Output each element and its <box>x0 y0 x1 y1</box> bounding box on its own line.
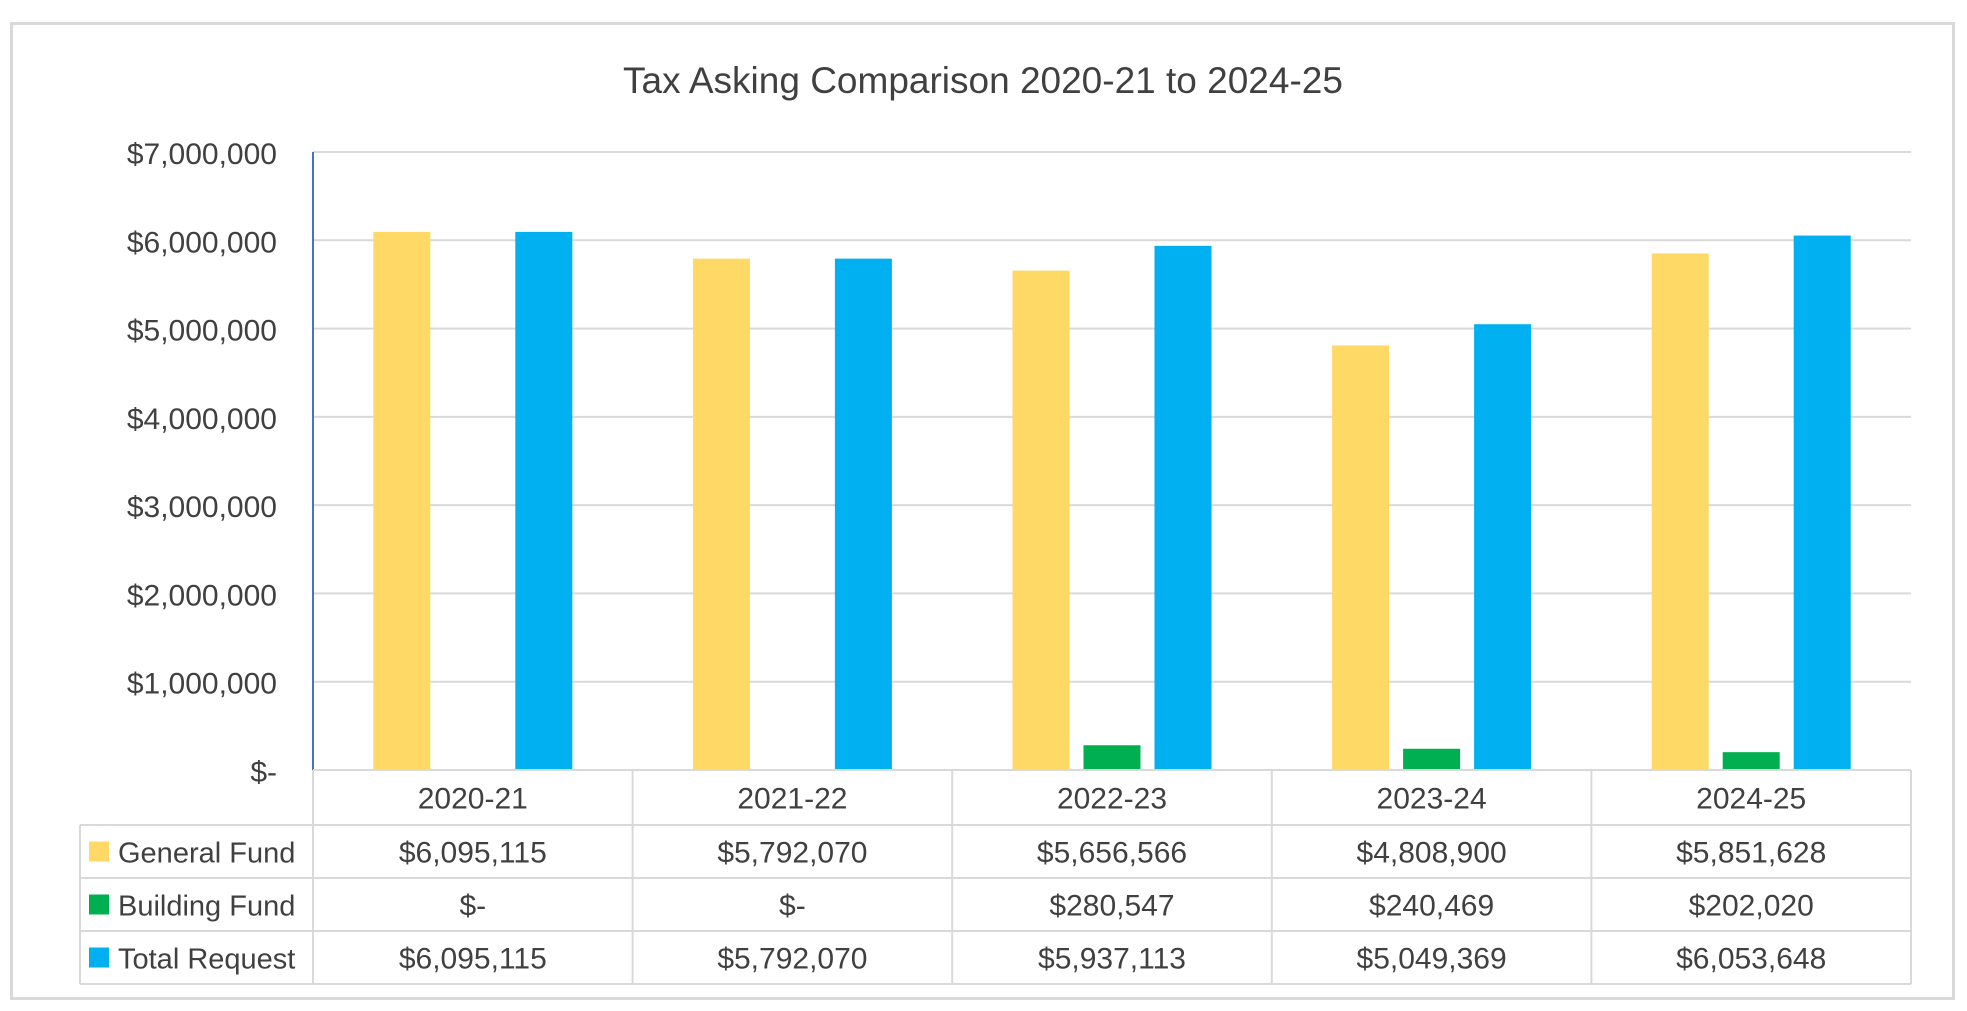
y-tick-label: $6,000,000 <box>127 226 277 259</box>
bar-general-fund <box>1012 270 1070 770</box>
data-label: $6,095,115 <box>399 837 547 870</box>
bar-general-fund <box>1651 253 1709 771</box>
bar-building-fund <box>1403 748 1461 770</box>
bar-general-fund <box>373 231 431 770</box>
y-tick-label: $7,000,000 <box>127 138 277 171</box>
bar-total-request <box>1474 324 1532 770</box>
y-tick-label: $4,000,000 <box>127 403 277 436</box>
legend-label: General Fund <box>118 838 295 870</box>
data-label: $- <box>779 890 806 923</box>
bar-total-request <box>1793 235 1851 770</box>
data-label: $5,049,369 <box>1357 943 1507 976</box>
category-label: 2023-24 <box>1377 783 1487 816</box>
bars <box>373 231 1851 771</box>
bar-building-fund <box>1083 745 1141 770</box>
data-label: $5,851,628 <box>1676 837 1826 870</box>
bar-total-request <box>1154 245 1212 770</box>
data-label: $4,808,900 <box>1357 837 1507 870</box>
y-tick-label: $- <box>250 756 277 789</box>
chart-frame <box>10 22 1955 1000</box>
legend-key <box>89 947 109 968</box>
bar-total-request <box>515 231 573 770</box>
data-label: $202,020 <box>1689 890 1814 923</box>
legend-key <box>89 894 109 915</box>
data-label: $5,792,070 <box>717 943 867 976</box>
legend-label: Building Fund <box>118 891 295 923</box>
chart-title: Tax Asking Comparison 2020-21 to 2024-25 <box>623 60 1343 101</box>
category-label: 2022-23 <box>1057 783 1167 816</box>
data-label: $5,792,070 <box>717 837 867 870</box>
y-axis: $- $1,000,000 $2,000,000 $3,000,000 $4,000,0… <box>127 138 314 789</box>
category-label: 2020-21 <box>418 783 528 816</box>
legend-key <box>89 841 109 862</box>
data-label: $6,095,115 <box>399 943 547 976</box>
data-label: $5,656,566 <box>1037 837 1187 870</box>
bar-total-request <box>834 258 892 770</box>
gridlines <box>313 151 1911 683</box>
y-tick-label: $5,000,000 <box>127 315 277 348</box>
data-label: $- <box>459 890 486 923</box>
y-tick-label: $1,000,000 <box>127 668 277 701</box>
category-label: 2021-22 <box>737 783 847 816</box>
bar-general-fund <box>692 258 750 770</box>
data-label: $5,937,113 <box>1038 943 1186 976</box>
data-label: $240,469 <box>1369 890 1494 923</box>
y-tick-label: $2,000,000 <box>127 579 277 612</box>
y-tick-label: $3,000,000 <box>127 491 277 524</box>
data-table: 2020-21 2021-22 2022-23 2023-24 2024-25 Gener… <box>79 769 1912 985</box>
legend-label: Total Request <box>118 944 295 976</box>
category-label: 2024-25 <box>1696 783 1806 816</box>
data-label: $280,547 <box>1049 890 1174 923</box>
data-label: $6,053,648 <box>1676 943 1826 976</box>
bar-general-fund <box>1332 345 1390 770</box>
bar-building-fund <box>1722 752 1780 770</box>
